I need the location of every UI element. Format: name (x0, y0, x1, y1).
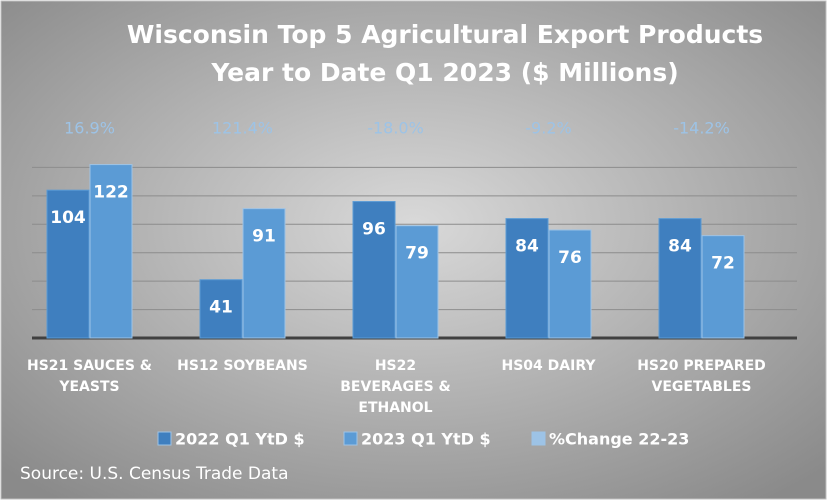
bar (89, 164, 133, 339)
bar (548, 229, 592, 339)
x-tick-label: HS21 SAUCES & YEASTS (27, 358, 152, 395)
bar (701, 235, 745, 339)
data-label: 122 (93, 183, 129, 203)
bar (395, 225, 439, 339)
percent-change-label: 16.9% (64, 119, 115, 138)
bar (242, 208, 286, 339)
bar (199, 279, 243, 339)
legend-swatch (157, 431, 172, 446)
data-label: 79 (405, 244, 429, 264)
percent-change-label: -14.2% (673, 119, 730, 138)
legend-swatch (343, 431, 358, 446)
percent-change-label: 121.4% (212, 119, 273, 138)
data-label: 96 (362, 220, 386, 240)
data-label: 84 (515, 237, 539, 257)
data-label: 104 (50, 208, 86, 228)
x-tick-label: HS12 SOYBEANS (177, 358, 308, 374)
bar (352, 201, 396, 339)
chart-title: Year to Date Q1 2023 ($ Millions) (210, 58, 678, 87)
bar (46, 189, 90, 339)
data-label: 91 (252, 227, 276, 247)
legend-label: 2022 Q1 YtD $ (175, 430, 305, 449)
data-label: 72 (711, 254, 735, 274)
chart-title: Wisconsin Top 5 Agricultural Export Prod… (127, 20, 763, 49)
data-label: 76 (558, 248, 582, 268)
legend-swatch (531, 431, 546, 446)
data-label: 84 (668, 237, 692, 257)
legend-label: 2023 Q1 YtD $ (361, 430, 491, 449)
bar (505, 218, 549, 339)
percent-change-label: -9.2% (525, 119, 571, 138)
bar (658, 218, 702, 339)
source: Source: U.S. Census Trade Data (20, 464, 289, 484)
x-tick-label: HS04 DAIRY (502, 358, 597, 374)
x-tick-label: HS22 BEVERAGES & ETHANOL (340, 358, 450, 416)
data-label: 41 (209, 298, 233, 318)
percent-change-label: -18.0% (367, 119, 424, 138)
legend-label: %Change 22-23 (549, 430, 689, 449)
x-tick-label: HS20 PREPARED VEGETABLES (637, 358, 766, 395)
